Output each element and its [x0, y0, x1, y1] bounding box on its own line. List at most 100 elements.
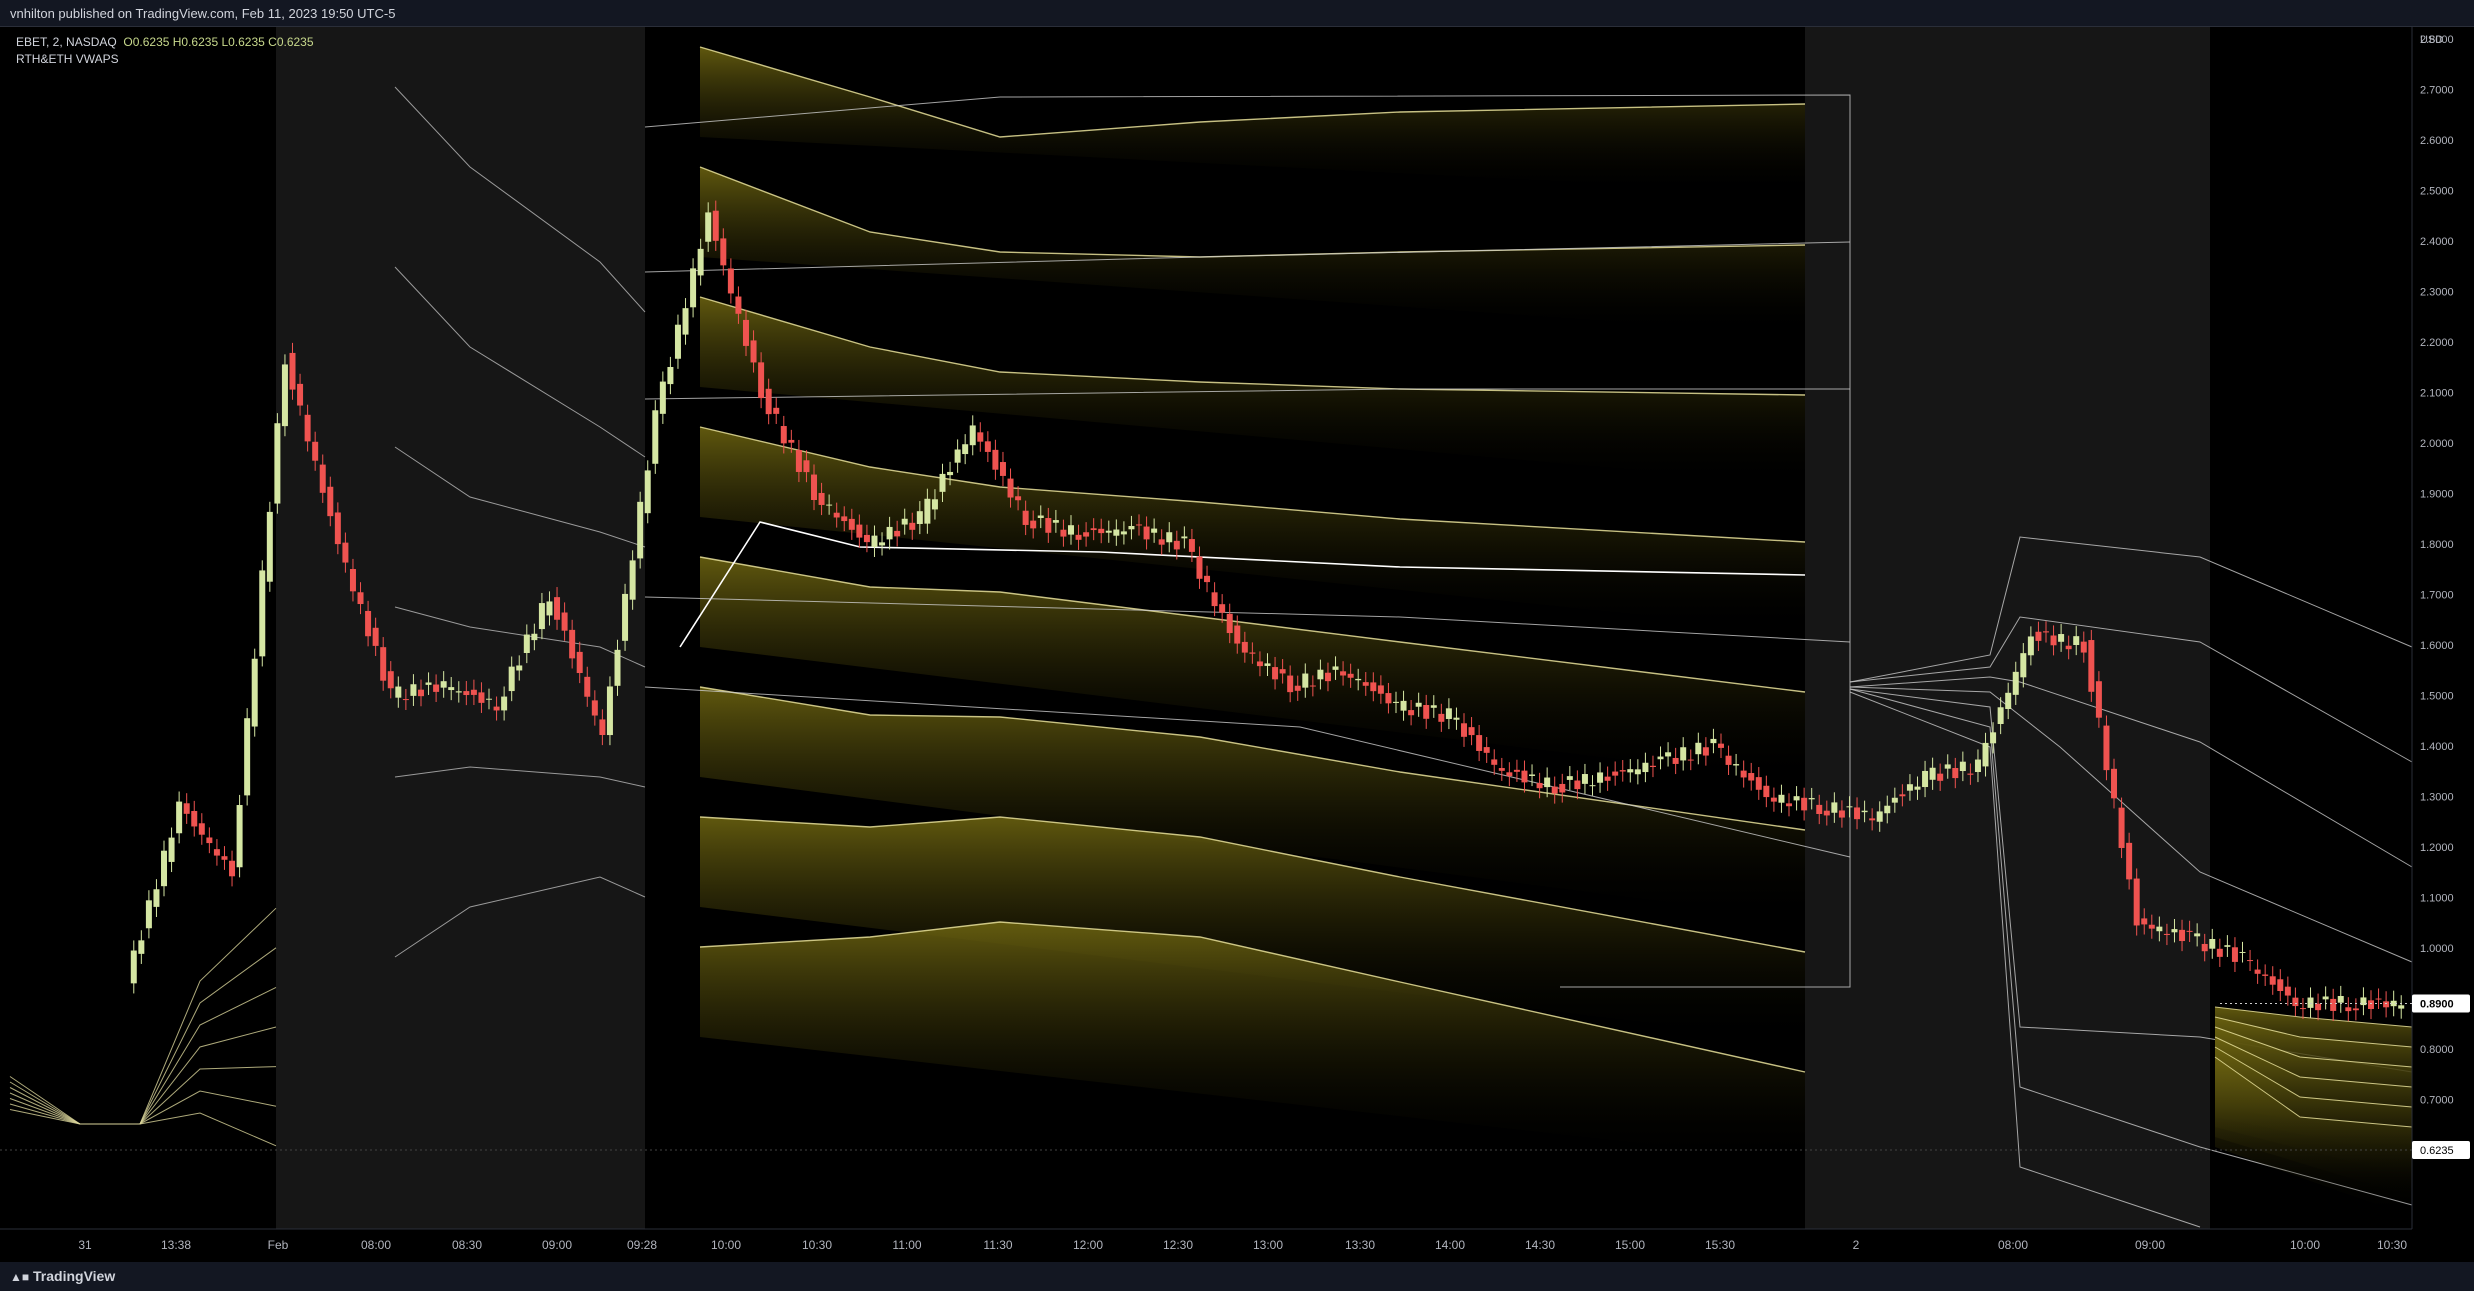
- candle[interactable]: [2383, 1001, 2390, 1008]
- candle[interactable]: [1899, 794, 1906, 797]
- close-price-badge[interactable]: [2412, 1141, 2470, 1159]
- candle[interactable]: [425, 682, 432, 685]
- candle[interactable]: [440, 681, 447, 688]
- candle[interactable]: [614, 649, 621, 686]
- candle[interactable]: [2194, 933, 2201, 937]
- candle[interactable]: [312, 441, 319, 461]
- candle[interactable]: [1143, 526, 1150, 540]
- candle[interactable]: [720, 238, 727, 266]
- candle[interactable]: [2254, 969, 2261, 974]
- candle[interactable]: [788, 439, 795, 443]
- candle[interactable]: [1906, 784, 1913, 791]
- candle[interactable]: [2058, 634, 2065, 642]
- candle[interactable]: [2005, 692, 2012, 709]
- candle[interactable]: [463, 691, 470, 696]
- candle[interactable]: [1098, 528, 1105, 534]
- candle[interactable]: [1944, 764, 1951, 769]
- candle[interactable]: [244, 718, 251, 796]
- candle[interactable]: [727, 268, 734, 294]
- candle[interactable]: [183, 803, 190, 814]
- candle[interactable]: [554, 597, 561, 620]
- candle[interactable]: [1529, 774, 1536, 776]
- candle[interactable]: [2231, 947, 2238, 962]
- candle[interactable]: [1612, 771, 1619, 776]
- candle[interactable]: [448, 687, 455, 691]
- candle[interactable]: [1120, 531, 1127, 535]
- candle[interactable]: [1045, 518, 1052, 533]
- candle[interactable]: [342, 542, 349, 563]
- candle[interactable]: [2171, 929, 2178, 933]
- candle[interactable]: [569, 629, 576, 659]
- candle[interactable]: [327, 486, 334, 517]
- candle[interactable]: [561, 612, 568, 631]
- candle[interactable]: [871, 535, 878, 547]
- candle[interactable]: [780, 426, 787, 444]
- candle[interactable]: [2307, 997, 2314, 1008]
- candle[interactable]: [803, 460, 810, 473]
- candle[interactable]: [712, 210, 719, 241]
- candle[interactable]: [1249, 652, 1256, 654]
- candle[interactable]: [1642, 762, 1649, 773]
- candle[interactable]: [1914, 786, 1921, 790]
- candle[interactable]: [750, 340, 757, 363]
- candle[interactable]: [1922, 770, 1929, 788]
- candle[interactable]: [1090, 528, 1097, 531]
- candle[interactable]: [1846, 806, 1853, 808]
- candle[interactable]: [2390, 1000, 2397, 1007]
- candle[interactable]: [1498, 768, 1505, 771]
- candle[interactable]: [1279, 669, 1286, 674]
- candle[interactable]: [1544, 777, 1551, 788]
- tradingview-logo-icon[interactable]: ▲■ TradingView: [10, 1268, 116, 1284]
- candle[interactable]: [266, 511, 273, 582]
- candle[interactable]: [2224, 945, 2231, 947]
- candle[interactable]: [2163, 933, 2170, 935]
- candle[interactable]: [576, 651, 583, 674]
- candle[interactable]: [1597, 772, 1604, 783]
- candle[interactable]: [1876, 811, 1883, 822]
- candle[interactable]: [2073, 636, 2080, 646]
- candle[interactable]: [1128, 526, 1135, 530]
- candle[interactable]: [1294, 685, 1301, 691]
- candle[interactable]: [1075, 534, 1082, 540]
- candle[interactable]: [2277, 979, 2284, 991]
- candle[interactable]: [1702, 747, 1709, 756]
- candle[interactable]: [1060, 529, 1067, 537]
- candle[interactable]: [1687, 759, 1694, 761]
- candle[interactable]: [1680, 747, 1687, 761]
- candle[interactable]: [1506, 772, 1513, 777]
- candle[interactable]: [1022, 510, 1029, 525]
- candle[interactable]: [1211, 592, 1218, 607]
- candle[interactable]: [773, 407, 780, 414]
- indicator-label[interactable]: RTH&ETH VWAPS: [16, 52, 119, 66]
- candle[interactable]: [1332, 666, 1339, 670]
- candle[interactable]: [176, 801, 183, 834]
- candle[interactable]: [969, 425, 976, 446]
- candle[interactable]: [1166, 532, 1173, 543]
- candle[interactable]: [433, 684, 440, 692]
- candle[interactable]: [1037, 515, 1044, 518]
- candle[interactable]: [221, 856, 228, 860]
- candle[interactable]: [1400, 700, 1407, 711]
- candle[interactable]: [2315, 1003, 2322, 1011]
- candle[interactable]: [1105, 530, 1112, 533]
- candle[interactable]: [417, 689, 424, 697]
- candle[interactable]: [2126, 842, 2133, 880]
- candle[interactable]: [1604, 776, 1611, 781]
- candle[interactable]: [1415, 702, 1422, 707]
- candle[interactable]: [682, 308, 689, 335]
- candle[interactable]: [924, 498, 931, 524]
- candle[interactable]: [1695, 742, 1702, 755]
- candle[interactable]: [894, 530, 901, 537]
- candle[interactable]: [1302, 673, 1309, 688]
- candle[interactable]: [1067, 525, 1074, 535]
- candle[interactable]: [1816, 804, 1823, 815]
- candle[interactable]: [916, 511, 923, 524]
- candle[interactable]: [387, 671, 394, 689]
- candle[interactable]: [765, 388, 772, 415]
- candle[interactable]: [206, 837, 213, 844]
- candle[interactable]: [251, 658, 258, 727]
- candle[interactable]: [1634, 769, 1641, 775]
- candle[interactable]: [1453, 717, 1460, 720]
- candle[interactable]: [947, 471, 954, 476]
- candle[interactable]: [901, 518, 908, 525]
